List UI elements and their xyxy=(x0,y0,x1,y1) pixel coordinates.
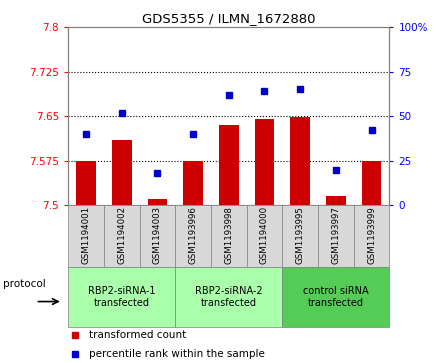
Text: control siRNA
transfected: control siRNA transfected xyxy=(303,286,369,307)
Bar xyxy=(211,205,247,267)
Text: GSM1194000: GSM1194000 xyxy=(260,206,269,264)
Bar xyxy=(318,205,354,267)
Bar xyxy=(255,119,274,205)
Bar xyxy=(326,196,346,205)
Text: GSM1193996: GSM1193996 xyxy=(189,206,198,264)
Bar xyxy=(290,117,310,205)
Bar xyxy=(76,161,96,205)
Text: transformed count: transformed count xyxy=(89,330,186,340)
Text: RBP2-siRNA-2
transfected: RBP2-siRNA-2 transfected xyxy=(195,286,263,307)
Bar xyxy=(104,205,139,267)
Bar xyxy=(183,161,203,205)
Bar xyxy=(354,205,389,267)
Text: GSM1193999: GSM1193999 xyxy=(367,206,376,264)
Text: GSM1194003: GSM1194003 xyxy=(153,206,162,264)
Text: GSM1193998: GSM1193998 xyxy=(224,206,233,264)
Text: GSM1194001: GSM1194001 xyxy=(81,206,91,264)
Bar xyxy=(282,267,389,327)
Bar xyxy=(147,199,167,205)
Bar xyxy=(362,161,381,205)
Bar xyxy=(219,125,238,205)
Text: protocol: protocol xyxy=(4,278,46,289)
Bar xyxy=(68,267,175,327)
Bar xyxy=(175,205,211,267)
Title: GDS5355 / ILMN_1672880: GDS5355 / ILMN_1672880 xyxy=(142,12,315,25)
Bar xyxy=(247,205,282,267)
Text: percentile rank within the sample: percentile rank within the sample xyxy=(89,348,265,359)
Bar xyxy=(68,205,104,267)
Text: GSM1194002: GSM1194002 xyxy=(117,206,126,264)
Bar xyxy=(112,140,132,205)
Bar xyxy=(175,267,282,327)
Text: RBP2-siRNA-1
transfected: RBP2-siRNA-1 transfected xyxy=(88,286,155,307)
Text: GSM1193997: GSM1193997 xyxy=(331,206,341,264)
Text: GSM1193995: GSM1193995 xyxy=(296,206,304,264)
Bar xyxy=(139,205,175,267)
Bar xyxy=(282,205,318,267)
